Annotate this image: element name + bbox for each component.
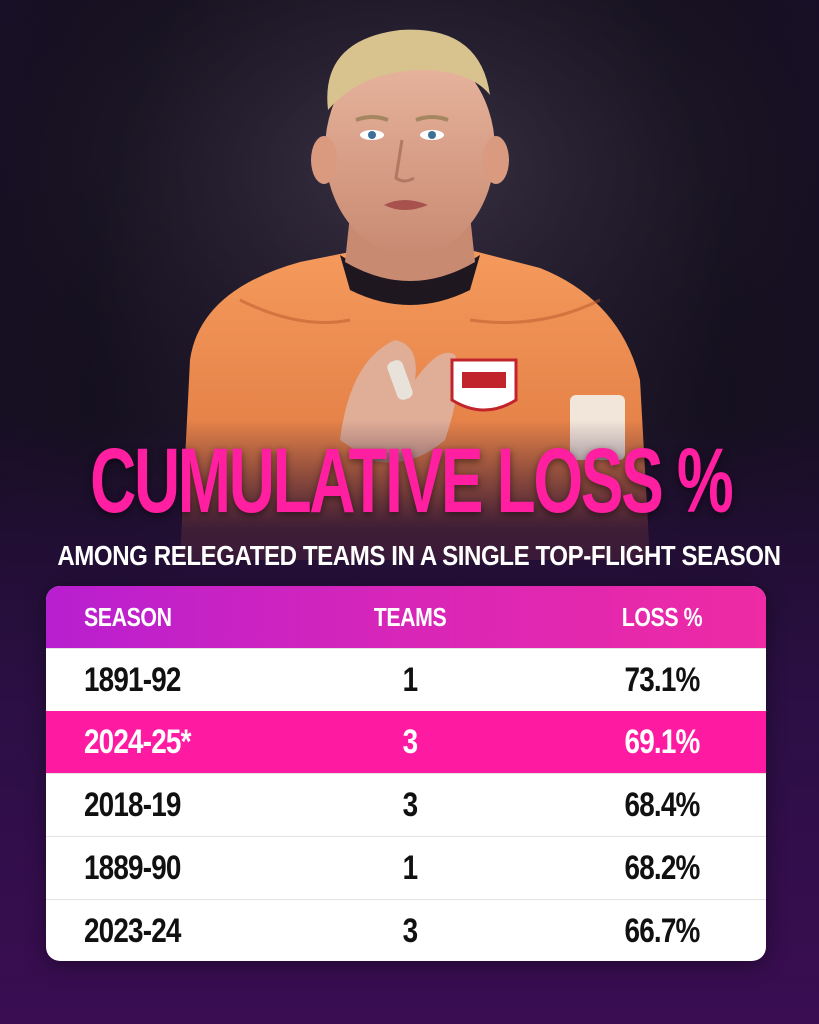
season-cell: 2024-25* (84, 722, 191, 761)
page-subtitle: AMONG RELEGATED TEAMS IN A SINGLE TOP-FL… (57, 540, 781, 571)
header-season: SEASON (84, 601, 172, 632)
season-cell: 2023-24 (84, 911, 181, 950)
table-header: SEASON TEAMS LOSS % (46, 586, 766, 648)
club-crest (450, 358, 518, 412)
table-row: 2018-19 3 68.4% (46, 773, 766, 836)
page-title: CUMULATIVE LOSS % (90, 430, 734, 533)
season-cell: 1889-90 (84, 848, 181, 887)
table-row: 2023-24 3 66.7% (46, 899, 766, 961)
table-row-highlighted: 2024-25* 3 69.1% (46, 711, 766, 773)
loss-table: SEASON TEAMS LOSS % 1891-92 1 73.1% 2024… (46, 586, 766, 961)
table-row: 1889-90 1 68.2% (46, 836, 766, 899)
season-cell: 2018-19 (84, 785, 181, 824)
table-row: 1891-92 1 73.1% (46, 648, 766, 711)
season-cell: 1891-92 (84, 660, 181, 699)
